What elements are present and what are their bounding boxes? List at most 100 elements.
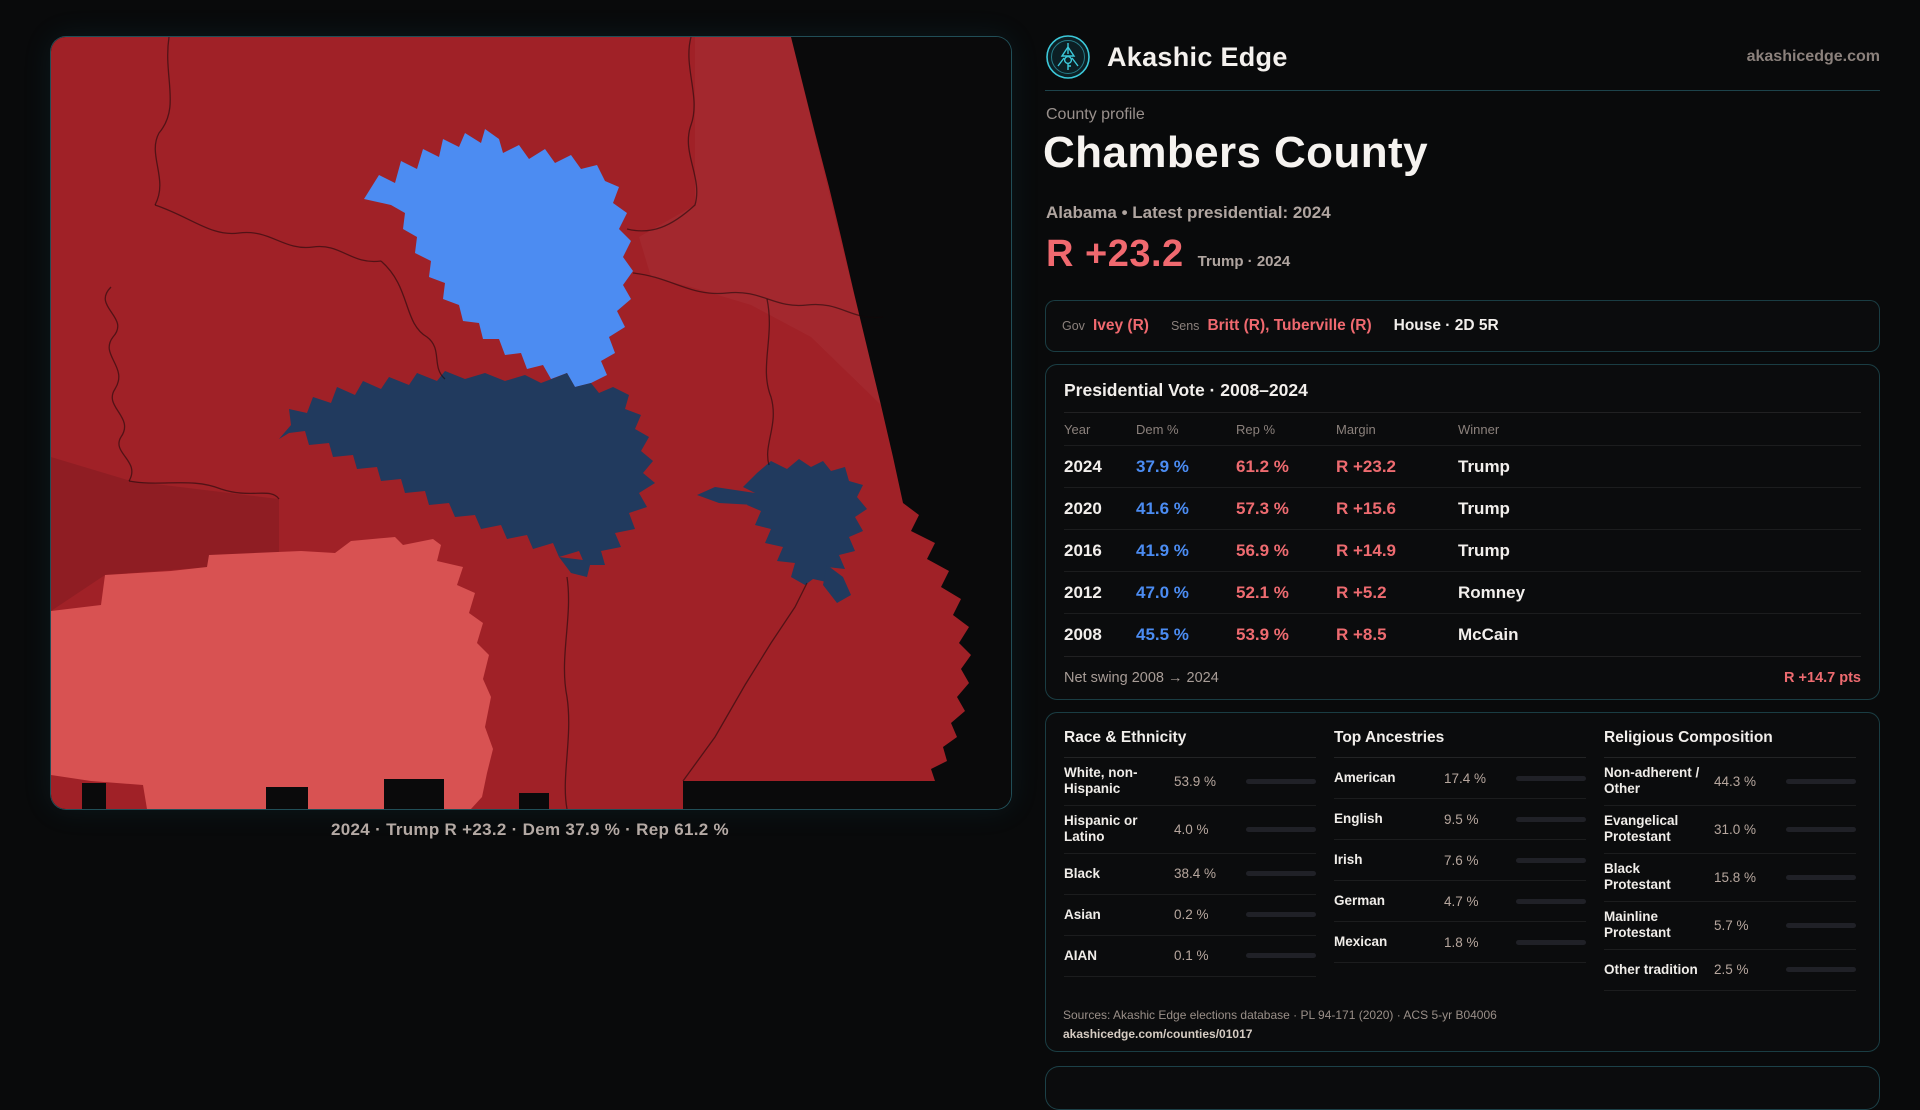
demo-label: Evangelical Protestant: [1604, 812, 1679, 845]
mini-bar: [1786, 826, 1856, 832]
brand-name: Akashic Edge: [1107, 41, 1288, 72]
demo-value: 44.3 %: [1714, 773, 1757, 789]
senators-label: Sens: [1170, 319, 1200, 333]
map-navy-center-dangle: [559, 557, 591, 577]
mini-bar: [1786, 874, 1856, 880]
col-header-winner: Winner: [1458, 421, 1500, 437]
table-row: 2008 45.5 % 53.9 % R +8.5 McCain: [1064, 613, 1861, 655]
page-title: Chambers County: [1043, 128, 1428, 177]
demo-value: 7.6 %: [1444, 852, 1479, 868]
demo-label: Asian: [1064, 906, 1101, 922]
race-ethnicity-title: Race & Ethnicity: [1064, 729, 1316, 758]
cell-rep: 57.3 %: [1236, 498, 1289, 518]
page-subtitle: Alabama • Latest presidential: 2024: [1046, 203, 1331, 222]
net-swing-value: R +14.7 pts: [1784, 670, 1861, 686]
county-map[interactable]: [51, 37, 1011, 809]
ancestries-column: Top Ancestries American 17.4 % English 9…: [1334, 729, 1586, 1051]
mini-bar: [1516, 775, 1586, 781]
net-swing-label: Net swing 2008 → 2024: [1064, 670, 1219, 686]
cell-rep: 56.9 %: [1236, 540, 1289, 560]
list-item: Black 38.4 %: [1064, 854, 1316, 895]
demo-label: German: [1334, 892, 1386, 908]
cell-year: 2020: [1064, 498, 1102, 518]
list-item: Mexican 1.8 %: [1334, 922, 1586, 963]
cell-margin: R +15.6: [1336, 498, 1397, 518]
list-item: Hispanic or Latino 4.0 %: [1064, 806, 1316, 854]
demo-value: 31.0 %: [1714, 821, 1757, 837]
demographics-card: Race & Ethnicity White, non-Hispanic 53.…: [1045, 712, 1880, 1052]
list-item: Black Protestant 15.8 %: [1604, 854, 1856, 902]
cell-dem: 37.9 %: [1136, 456, 1189, 476]
col-header-rep: Rep %: [1236, 421, 1276, 437]
demo-value: 4.7 %: [1444, 893, 1479, 909]
list-item: Non-adherent / Other 44.3 %: [1604, 758, 1856, 806]
demo-label: Mexican: [1334, 933, 1388, 949]
demo-value: 5.7 %: [1714, 917, 1749, 933]
list-item: Evangelical Protestant 31.0 %: [1604, 806, 1856, 854]
mini-bar: [1786, 778, 1856, 784]
cell-dem: 47.0 %: [1136, 582, 1189, 602]
list-item: English 9.5 %: [1334, 799, 1586, 840]
demo-value: 53.9 %: [1174, 773, 1217, 789]
cell-rep: 52.1 %: [1236, 582, 1289, 602]
cell-margin: R +5.2: [1336, 582, 1387, 602]
headline-margin-value: R +23.2: [1046, 233, 1184, 275]
mini-bar: [1786, 922, 1856, 928]
demo-value: 0.2 %: [1174, 907, 1209, 923]
list-item: Irish 7.6 %: [1334, 840, 1586, 881]
list-item: Mainline Protestant 5.7 %: [1604, 902, 1856, 950]
cell-dem: 45.5 %: [1136, 624, 1189, 644]
map-county-bright-blue[interactable]: [364, 129, 633, 387]
race-ethnicity-column: Race & Ethnicity White, non-Hispanic 53.…: [1064, 729, 1316, 1051]
demo-label: Other tradition: [1604, 961, 1698, 977]
religion-title: Religious Composition: [1604, 729, 1856, 758]
demo-value: 15.8 %: [1714, 869, 1757, 885]
demo-label: Black: [1064, 865, 1101, 881]
next-section-panel: [1045, 1066, 1880, 1110]
vote-table-title: Presidential Vote · 2008–2024: [1064, 380, 1861, 413]
brand-domain-link[interactable]: akashicedge.com: [1746, 48, 1880, 65]
cell-year: 2008: [1064, 624, 1102, 644]
map-county-navy-center[interactable]: [279, 371, 655, 565]
map-county-salmon[interactable]: [51, 537, 493, 809]
governor-value: Ivey (R): [1092, 317, 1149, 334]
mini-bar: [1246, 778, 1316, 784]
list-item: AIAN 0.1 %: [1064, 936, 1316, 977]
demo-value: 1.8 %: [1444, 934, 1479, 950]
demo-label: English: [1334, 810, 1383, 826]
cell-margin: R +8.5: [1336, 624, 1387, 644]
cell-winner: Trump: [1458, 498, 1510, 518]
religion-column: Religious Composition Non-adherent / Oth…: [1604, 729, 1856, 1051]
brand-logo-icon: [1046, 35, 1090, 79]
cell-rep: 61.2 %: [1236, 456, 1289, 476]
map-shade-dark: [51, 457, 279, 611]
demo-value: 0.1 %: [1174, 948, 1209, 964]
mini-bar: [1786, 967, 1856, 973]
eyebrow-label: County profile: [1046, 106, 1145, 123]
sources-url: akashicedge.com/counties/01017: [1063, 1027, 1253, 1042]
map-bottom-notches: [82, 779, 549, 809]
map-navy-right-arm: [697, 487, 755, 505]
headline-margin-note: Trump · 2024: [1197, 253, 1291, 270]
mini-bar: [1246, 953, 1316, 959]
demo-value: 2.5 %: [1714, 962, 1749, 978]
demo-value: 4.0 %: [1174, 821, 1209, 837]
cell-rep: 53.9 %: [1236, 624, 1289, 644]
house-delegation-value: House · 2D 5R: [1393, 317, 1499, 334]
ancestries-title: Top Ancestries: [1334, 729, 1586, 758]
cell-winner: Trump: [1458, 456, 1510, 476]
list-item: White, non-Hispanic 53.9 %: [1064, 758, 1316, 806]
county-profile-page: { "brand": { "name": "Akashic Edge", "do…: [50, 35, 1880, 1110]
map-county-navy-right[interactable]: [743, 459, 867, 585]
list-item: German 4.7 %: [1334, 881, 1586, 922]
demo-label: American: [1334, 769, 1396, 785]
col-header-margin: Margin: [1336, 421, 1376, 437]
mini-bar: [1516, 939, 1586, 945]
vote-table-header-row: Year Dem % Rep % Margin Winner: [1064, 413, 1861, 445]
officials-bar: Gov Ivey (R) Sens Britt (R), Tuberville …: [1045, 300, 1880, 352]
mini-bar: [1246, 912, 1316, 918]
demo-label: Irish: [1334, 851, 1363, 867]
demo-label: Black Protestant: [1604, 860, 1671, 893]
cell-winner: Romney: [1458, 582, 1526, 602]
cell-dem: 41.6 %: [1136, 498, 1189, 518]
